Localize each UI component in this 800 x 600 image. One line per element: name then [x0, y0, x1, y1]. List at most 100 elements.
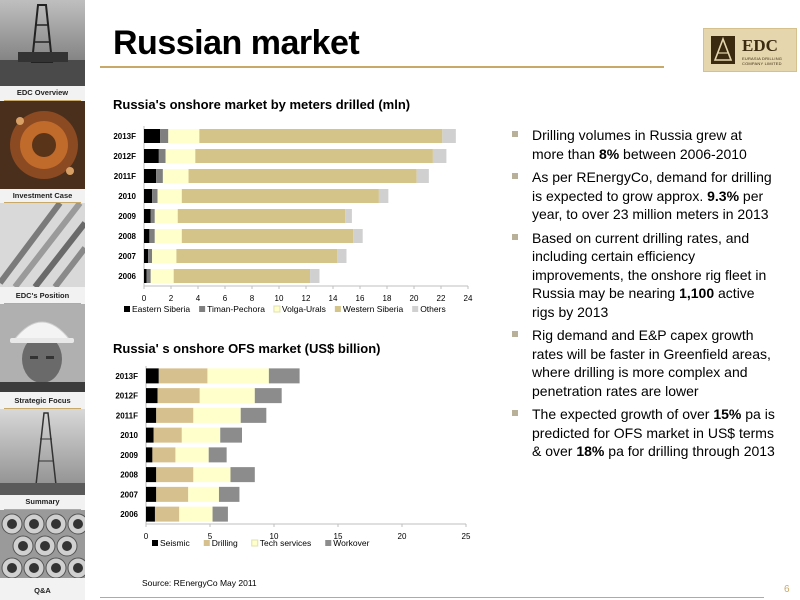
bar-segment: [230, 467, 255, 483]
page-number: 6: [784, 584, 790, 595]
x-tick-label: 24: [464, 294, 473, 303]
bar-segment: [146, 447, 153, 463]
pipe-stack-photo: [0, 510, 85, 578]
bar-segment: [193, 467, 231, 483]
sidebar-item-label: Q&A: [34, 586, 51, 595]
y-category-label: 2006: [120, 510, 138, 519]
legend-swatch: [251, 539, 259, 547]
bar-segment: [157, 388, 200, 404]
legend-swatch: [124, 306, 130, 312]
bar-segment: [207, 368, 269, 384]
sidebar-nav: EDC Overview Investment Case EDC's Posit…: [0, 0, 85, 600]
bar-segment: [181, 229, 354, 243]
sidebar-item-label: Strategic Focus: [14, 396, 71, 405]
y-category-label: 2007: [118, 252, 136, 261]
legend-swatch: [412, 306, 419, 312]
x-tick-label: 20: [410, 294, 419, 303]
sidebar-item-summary[interactable]: Summary: [0, 409, 85, 509]
bar-segment: [337, 249, 347, 263]
y-category-label: 2012F: [115, 392, 138, 401]
sidebar-item-label: EDC's Position: [15, 291, 70, 300]
bar-segment: [181, 189, 379, 203]
bullet-item: Rig demand and E&P capex growth rates wi…: [510, 326, 775, 400]
legend-label: Timan-Pechora: [207, 304, 265, 314]
x-tick-label: 0: [142, 294, 147, 303]
logo-subtitle: EURASIA DRILLING COMPANY LIMITED: [742, 56, 783, 66]
bar-segment: [179, 506, 213, 522]
bar-segment: [152, 249, 177, 263]
bar-segment: [146, 427, 154, 443]
y-category-label: 2007: [120, 490, 138, 499]
x-tick-label: 6: [223, 294, 228, 303]
x-tick-label: 15: [334, 532, 343, 541]
y-category-label: 2009: [118, 212, 136, 221]
legend-label: Eastern Siberia: [132, 304, 190, 314]
bar-segment: [156, 407, 194, 423]
bar-segment: [157, 189, 182, 203]
sidebar-item-edc-overview[interactable]: EDC Overview: [0, 0, 85, 100]
y-category-label: 2008: [118, 232, 136, 241]
bar-segment: [148, 249, 153, 263]
bar-segment: [146, 506, 155, 522]
bar-segment: [193, 407, 241, 423]
bar-segment: [144, 209, 151, 223]
x-tick-label: 25: [462, 532, 471, 541]
pipes-photo: [0, 203, 85, 287]
chart-ofs-market: 0 5 10 15 20 25 2013F 2012F 2011F 2010 2009 2008 200…: [115, 366, 471, 548]
legend-label: Seismic: [160, 538, 191, 548]
bar-segment: [146, 368, 159, 384]
bar-segment: [154, 229, 182, 243]
bullet-item: As per REnergyCo, demand for drilling is…: [510, 168, 775, 224]
sidebar-item-investment-case[interactable]: Investment Case: [0, 101, 85, 201]
bar-segment: [144, 269, 147, 283]
logo-text: EDC: [742, 36, 778, 55]
sidebar-divider: [4, 202, 81, 203]
bar-segment: [150, 209, 155, 223]
sidebar-item-edc-position[interactable]: EDC's Position: [0, 203, 85, 303]
y-category-label: 2010: [120, 431, 138, 440]
source-note: Source: REnergyCo May 2011: [142, 578, 257, 588]
logo-mark-icon: [711, 36, 735, 64]
x-tick-label: 8: [250, 294, 255, 303]
bar-segment: [442, 129, 456, 143]
legend-label: Tech services: [260, 538, 312, 548]
bullet-highlight: 15%: [713, 406, 742, 422]
y-category-label: 2012F: [113, 152, 136, 161]
y-category-label: 2008: [120, 471, 138, 480]
bar-segment: [144, 129, 161, 143]
bullet-text: Drilling volumes in Russia grew at more …: [532, 127, 743, 162]
bullet-text: active rigs by 2013: [532, 285, 755, 320]
bullet-item: Drilling volumes in Russia grew at more …: [510, 126, 775, 163]
y-category-label: 2010: [118, 192, 136, 201]
bar-segment: [152, 447, 176, 463]
x-tick-label: 4: [196, 294, 201, 303]
sidebar-divider: [4, 509, 81, 510]
bar-segment: [168, 129, 200, 143]
bullet-item: The expected growth of over 15% pa is pr…: [510, 405, 775, 461]
bar-segment: [160, 129, 169, 143]
bar-segment: [152, 189, 158, 203]
sidebar-item-qa[interactable]: Q&A: [0, 510, 85, 600]
bar-segment: [195, 149, 433, 163]
x-tick-label: 0: [144, 532, 149, 541]
x-tick-label: 18: [383, 294, 392, 303]
y-category-label: 2011F: [114, 172, 136, 181]
bar-segment: [156, 467, 194, 483]
sidebar-item-strategic-focus[interactable]: Strategic Focus: [0, 304, 85, 408]
bar-segment: [218, 486, 240, 502]
bullet-text: The expected growth of over: [532, 406, 714, 422]
legend-swatch: [325, 540, 332, 546]
x-tick-label: 5: [208, 532, 213, 541]
x-tick-label: 14: [329, 294, 338, 303]
bar-segment: [173, 269, 311, 283]
bar-segment: [268, 368, 300, 384]
bullet-text: pa is predicted for OFS market in US$ te…: [532, 406, 775, 459]
bar-segment: [146, 388, 158, 404]
sidebar-divider: [4, 408, 81, 409]
drilling-rig-photo: [0, 0, 85, 86]
bar-segment: [144, 189, 153, 203]
bar-segment: [146, 269, 151, 283]
bar-segment: [144, 249, 149, 263]
bar-segment: [188, 486, 219, 502]
sidebar-item-label: Investment Case: [12, 191, 73, 200]
